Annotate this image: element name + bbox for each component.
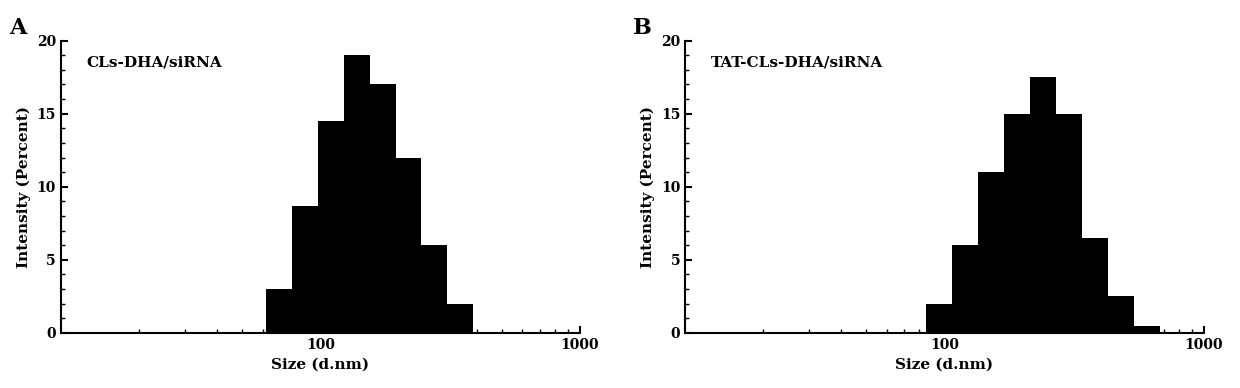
Text: A: A	[9, 17, 26, 39]
Text: CLs-DHA/siRNA: CLs-DHA/siRNA	[87, 55, 222, 69]
Text: B: B	[634, 17, 652, 39]
Text: TAT-CLs-DHA/siRNA: TAT-CLs-DHA/siRNA	[711, 55, 883, 69]
X-axis label: Size (d.nm): Size (d.nm)	[272, 357, 370, 371]
Y-axis label: Intensity (Percent): Intensity (Percent)	[641, 106, 655, 268]
X-axis label: Size (d.nm): Size (d.nm)	[895, 357, 993, 371]
Y-axis label: Intensity (Percent): Intensity (Percent)	[16, 106, 31, 268]
